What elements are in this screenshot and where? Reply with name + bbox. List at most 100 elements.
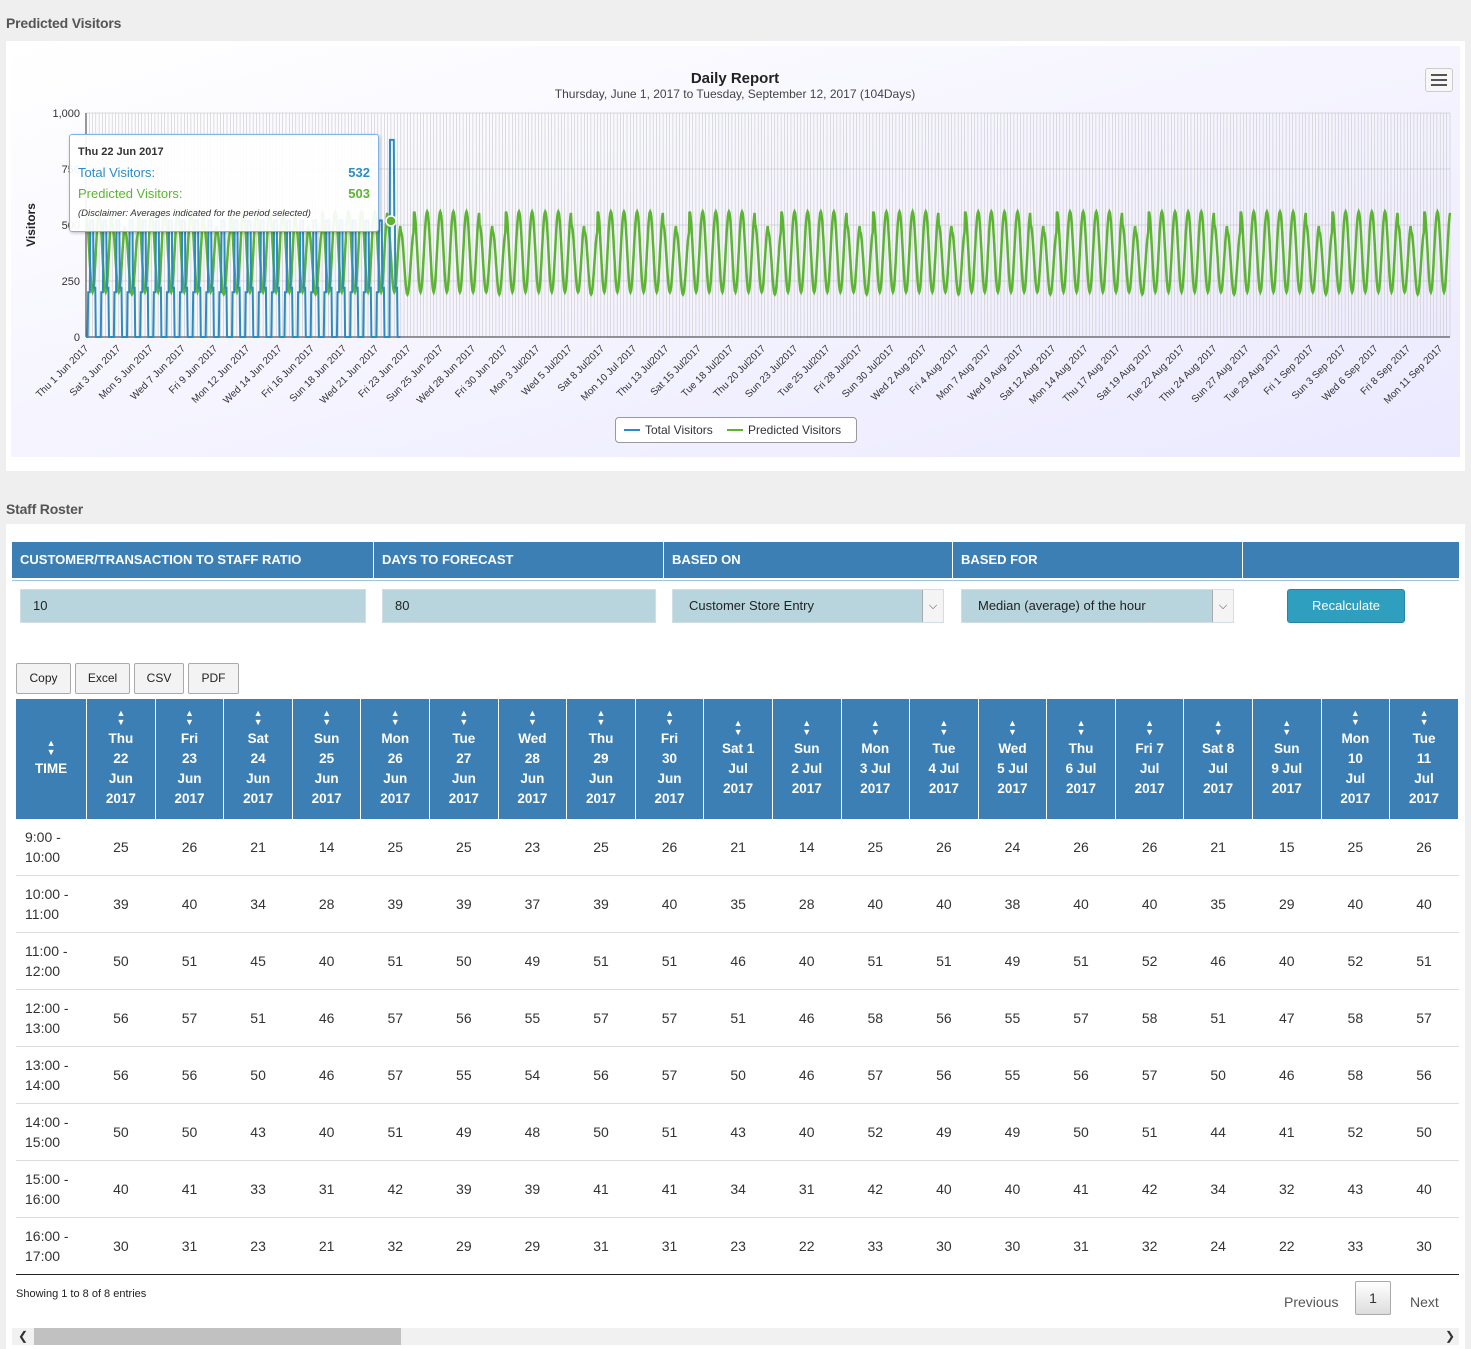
staff-count-cell: 56 bbox=[909, 1046, 979, 1104]
scroll-right-icon[interactable]: ❯ bbox=[1444, 1329, 1456, 1343]
staff-count-cell: 40 bbox=[909, 875, 979, 933]
column-header-date[interactable]: ▲ ▼ Sun 25 Jun 2017 bbox=[292, 699, 362, 819]
column-header-date[interactable]: ▲ ▼ Thu 29 Jun 2017 bbox=[566, 699, 636, 819]
column-header-label: 2017 bbox=[1409, 791, 1440, 806]
staff-count-cell: 57 bbox=[360, 989, 430, 1047]
column-header-label: 2017 bbox=[1340, 791, 1371, 806]
column-header-label: 2017 bbox=[1271, 781, 1302, 796]
staff-count-cell: 40 bbox=[772, 1103, 841, 1161]
staff-count-cell: 26 bbox=[635, 819, 704, 876]
staff-count-cell: 40 bbox=[155, 875, 224, 933]
form-header-row: CUSTOMER/TRANSACTION TO STAFF RATIO DAYS… bbox=[12, 542, 1459, 581]
staff-count-cell: 56 bbox=[909, 989, 979, 1047]
scrollbar-thumb[interactable] bbox=[34, 1328, 401, 1345]
staff-count-cell: 43 bbox=[703, 1103, 773, 1161]
column-header-date[interactable]: ▲ ▼ Wed 5 Jul 2017 bbox=[978, 699, 1048, 819]
column-header-label: TIME bbox=[34, 761, 68, 776]
column-header-date[interactable]: ▲ ▼ Fri 23 Jun 2017 bbox=[155, 699, 225, 819]
days-to-forecast-input[interactable]: 80 bbox=[382, 589, 656, 623]
column-header-date[interactable]: ▲ ▼ Thu 22 Jun 2017 bbox=[86, 699, 156, 819]
based-on-select[interactable]: Customer Store Entry ⌵ bbox=[672, 589, 944, 623]
staff-count-cell: 40 bbox=[86, 1160, 156, 1218]
staff-count-cell: 57 bbox=[635, 1046, 704, 1104]
tooltip-predicted-row: Predicted Visitors: 503 bbox=[78, 186, 370, 201]
table-row: 9:00 -10:00 25 26 21 14 25 25 23 25 26 21 14 25 26 24 2… bbox=[16, 819, 1459, 876]
hamburger-menu-icon[interactable] bbox=[1425, 68, 1453, 92]
column-header-date[interactable]: ▲ ▼ Sat 8 Jul 2017 bbox=[1183, 699, 1253, 819]
scroll-left-icon[interactable]: ❮ bbox=[17, 1329, 29, 1343]
sort-icon: ▲ ▼ bbox=[527, 708, 537, 727]
column-header-date[interactable]: ▲ ▼ Sun 2 Jul 2017 bbox=[772, 699, 842, 819]
column-header-label: 2017 bbox=[311, 791, 342, 806]
staff-count-cell: 45 bbox=[223, 932, 293, 990]
staff-count-cell: 51 bbox=[1389, 932, 1459, 990]
column-header-date[interactable]: ▲ ▼ Mon 3 Jul 2017 bbox=[841, 699, 911, 819]
legend-item-predicted[interactable]: Predicted Visitors bbox=[727, 423, 841, 437]
table-info: Showing 1 to 8 of 8 entries bbox=[16, 1288, 147, 1300]
staff-count-cell: 32 bbox=[360, 1217, 430, 1275]
column-header-date[interactable]: ▲ ▼ Mon 10 Jul 2017 bbox=[1321, 699, 1391, 819]
column-header-date[interactable]: ▲ ▼ Tue 11 Jul 2017 bbox=[1389, 699, 1459, 819]
column-header-date[interactable]: ▲ ▼ Sun 9 Jul 2017 bbox=[1252, 699, 1322, 819]
column-header-label: Jun bbox=[108, 771, 133, 786]
based-for-select[interactable]: Median (average) of the hour ⌵ bbox=[961, 589, 1234, 623]
staff-count-cell: 58 bbox=[1321, 1046, 1390, 1104]
staff-count-cell: 41 bbox=[155, 1160, 224, 1218]
staff-count-cell: 51 bbox=[1183, 989, 1253, 1047]
pdf-button[interactable]: PDF bbox=[188, 663, 239, 694]
staff-count-cell: 46 bbox=[772, 1046, 841, 1104]
sort-icon: ▲ ▼ bbox=[1076, 718, 1086, 737]
excel-button[interactable]: Excel bbox=[75, 663, 130, 694]
chevron-down-icon: ⌵ bbox=[1212, 590, 1233, 622]
column-header-date[interactable]: ▲ ▼ Tue 4 Jul 2017 bbox=[909, 699, 979, 819]
staff-count-cell: 31 bbox=[292, 1160, 361, 1218]
staff-count-cell: 51 bbox=[1046, 932, 1116, 990]
y-tick-label: 0 bbox=[74, 332, 80, 344]
page-1-button[interactable]: 1 bbox=[1355, 1281, 1391, 1315]
staff-count-cell: 23 bbox=[498, 819, 567, 876]
column-header-label: 2017 bbox=[243, 791, 274, 806]
staff-count-cell: 29 bbox=[429, 1217, 499, 1275]
staff-count-cell: 29 bbox=[1252, 875, 1322, 933]
column-header-date[interactable]: ▲ ▼ Sat 24 Jun 2017 bbox=[223, 699, 293, 819]
staff-count-cell: 51 bbox=[566, 932, 636, 990]
column-header-date[interactable]: ▲ ▼ Thu 6 Jul 2017 bbox=[1046, 699, 1116, 819]
staff-count-cell: 40 bbox=[841, 875, 910, 933]
recalculate-button[interactable]: Recalculate bbox=[1287, 589, 1405, 623]
previous-button[interactable]: Previous bbox=[1284, 1294, 1339, 1310]
column-header-date[interactable]: ▲ ▼ Wed 28 Jun 2017 bbox=[498, 699, 568, 819]
staff-count-cell: 50 bbox=[86, 932, 156, 990]
column-header-label: 10 bbox=[1347, 751, 1363, 766]
column-header-date[interactable]: ▲ ▼ Fri 7 Jul 2017 bbox=[1115, 699, 1185, 819]
sort-icon: ▲ ▼ bbox=[596, 708, 606, 727]
sort-icon: ▲ ▼ bbox=[185, 708, 194, 727]
table-row: 13:00 -14:00 56 56 50 46 57 55 54 56 57 50 46 57 56 55… bbox=[16, 1046, 1459, 1104]
y-tick-label: 1,000 bbox=[52, 108, 80, 120]
copy-button[interactable]: Copy bbox=[16, 663, 71, 694]
horizontal-scrollbar[interactable]: ❮ ❯ bbox=[12, 1328, 1459, 1345]
column-header-date[interactable]: ▲ ▼ Sat 1 Jul 2017 bbox=[703, 699, 773, 819]
column-header-date[interactable]: ▲ ▼ Mon 26 Jun 2017 bbox=[360, 699, 431, 819]
staff-count-cell: 50 bbox=[703, 1046, 773, 1104]
staff-count-cell: 22 bbox=[1252, 1217, 1322, 1275]
ratio-input[interactable]: 10 bbox=[20, 589, 366, 623]
chart-title: Daily Report bbox=[691, 70, 779, 87]
time-label: 14:00 bbox=[25, 1077, 61, 1093]
column-header-label: 2017 bbox=[1134, 781, 1165, 796]
staff-count-cell: 56 bbox=[429, 989, 499, 1047]
next-button[interactable]: Next bbox=[1410, 1294, 1439, 1310]
sort-icon: ▲ ▼ bbox=[322, 708, 332, 727]
column-header-date[interactable]: ▲ ▼ Tue 27 Jun 2017 bbox=[429, 699, 499, 819]
csv-button[interactable]: CSV bbox=[134, 663, 184, 694]
legend-item-total[interactable]: Total Visitors bbox=[624, 423, 713, 437]
column-header-label: Thu bbox=[1068, 741, 1094, 756]
staff-count-cell: 30 bbox=[909, 1217, 979, 1275]
column-header-label: Sun bbox=[1274, 741, 1300, 756]
staff-count-cell: 32 bbox=[1252, 1160, 1322, 1218]
column-header-date[interactable]: ▲ ▼ Fri 30 Jun 2017 bbox=[635, 699, 705, 819]
column-header-label: 25 bbox=[319, 751, 335, 766]
column-header-time[interactable]: ▲ ▼ TIME bbox=[16, 699, 88, 819]
days-header: DAYS TO FORECAST bbox=[374, 542, 664, 578]
time-label: 9:00 - bbox=[25, 829, 61, 845]
